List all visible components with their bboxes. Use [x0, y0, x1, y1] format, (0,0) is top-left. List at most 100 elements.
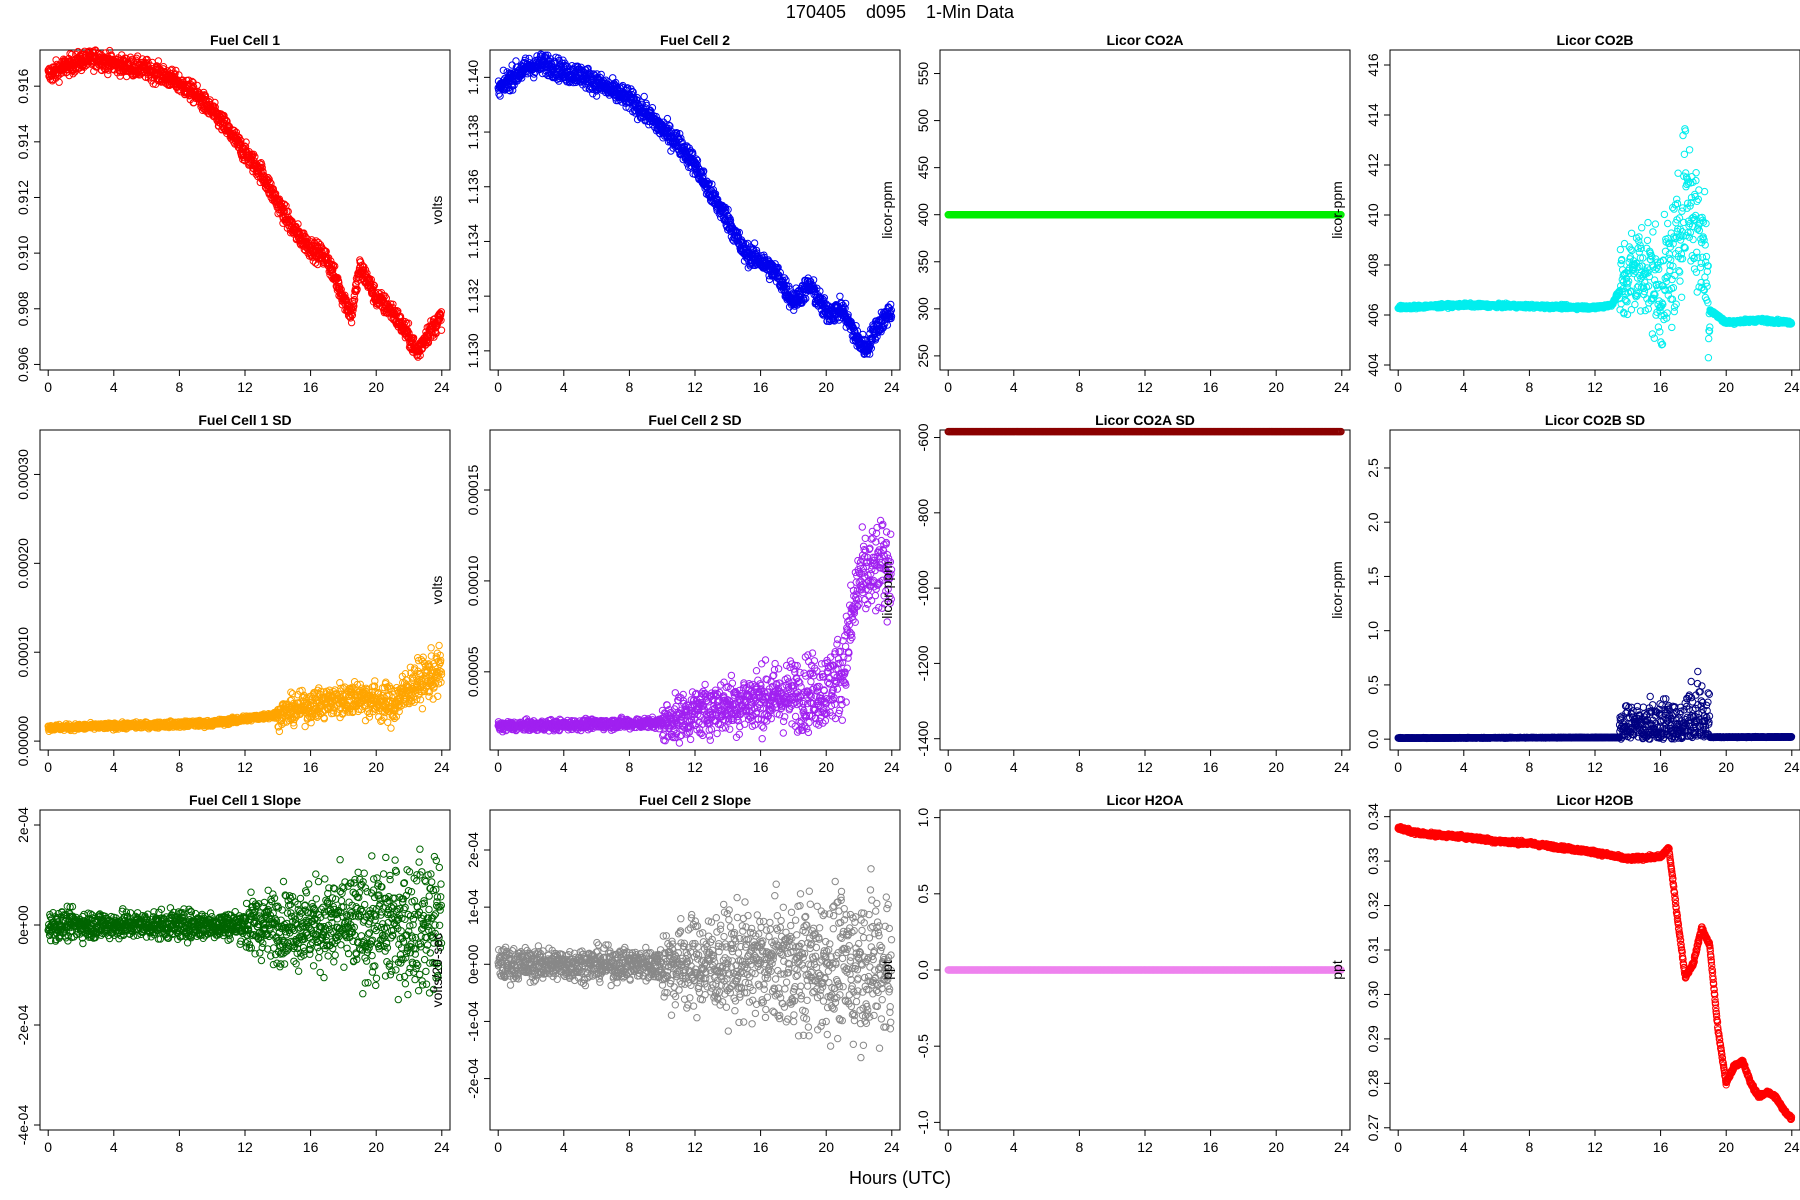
y-tick-label: 408 [1365, 253, 1381, 277]
x-tick-label: 0 [494, 379, 502, 395]
y-tick-label: 0.00030 [15, 449, 31, 500]
y-tick-label: 414 [1365, 103, 1381, 127]
data-point [1676, 277, 1684, 285]
x-tick-label: 0 [44, 759, 52, 775]
x-tick-label: 12 [687, 379, 703, 395]
x-tick-label: 4 [560, 379, 568, 395]
x-tick-label: 16 [753, 379, 769, 395]
data-point [55, 78, 63, 86]
series-fc1sd [44, 641, 446, 736]
y-tick-label: 350 [915, 250, 931, 274]
y-axis-label: licor-ppm [1329, 181, 1345, 239]
y-tick-label: 406 [1365, 303, 1381, 327]
plot-frame [489, 49, 901, 371]
data-point [1649, 228, 1657, 236]
y-tick-label: 0.910 [15, 235, 31, 270]
x-tick-label: 12 [1587, 379, 1603, 395]
data-point [201, 91, 210, 100]
y-tick-label: 0.916 [15, 68, 31, 103]
y-tick-label: 1.136 [465, 169, 481, 204]
series-co2b [1394, 125, 1796, 362]
y-tick-label: 1.140 [465, 60, 481, 95]
x-tick-label: 4 [110, 759, 118, 775]
y-tick-label: 0.906 [15, 347, 31, 382]
x-tick-label: 8 [1526, 379, 1534, 395]
x-tick-label: 20 [818, 379, 834, 395]
plot-frame [39, 49, 451, 371]
y-tick-label: 550 [915, 62, 931, 86]
data-point [153, 62, 161, 70]
data-point [1651, 220, 1660, 228]
x-tick-label: 12 [237, 759, 253, 775]
y-axis-label: licor-ppm [879, 181, 895, 239]
data-point [106, 46, 114, 55]
panel-fc1: Fuel Cell 1volts048121620240.9060.9080.9… [15, 32, 451, 395]
series-fc2 [494, 50, 896, 358]
y-tick-label: 1.130 [465, 333, 481, 368]
x-tick-label: 16 [303, 759, 319, 775]
y-tick-label: 1.134 [465, 224, 481, 259]
panel-title: Fuel Cell 1 SD [198, 412, 291, 428]
data-point [1631, 300, 1639, 309]
data-point [46, 75, 55, 84]
data-point [496, 92, 504, 100]
data-point [1704, 354, 1713, 362]
data-point [499, 66, 508, 75]
y-tick-label: 500 [915, 109, 931, 133]
y-tick-label: 0.914 [15, 124, 31, 159]
x-tick-label: 24 [434, 759, 450, 775]
data-point [221, 115, 229, 123]
x-tick-label: 16 [303, 379, 319, 395]
x-tick-label: 12 [237, 379, 253, 395]
series-co2a [944, 211, 1345, 219]
y-tick-label: 400 [915, 203, 931, 227]
data-point [1635, 248, 1644, 256]
data-point [347, 318, 356, 327]
x-tick-label: 20 [1718, 379, 1734, 395]
data-point [1677, 293, 1686, 301]
data-point [1643, 236, 1652, 245]
y-tick-label: 0.912 [15, 180, 31, 215]
y-tick-label: 412 [1365, 153, 1381, 177]
y-tick-label: 410 [1365, 203, 1381, 227]
x-tick-label: 8 [176, 759, 184, 775]
data-point [437, 326, 446, 334]
data-point [104, 70, 112, 79]
data-point [1697, 259, 1706, 267]
data-point [80, 47, 89, 55]
x-tick-label: 8 [1076, 379, 1084, 395]
series-fc1 [44, 46, 446, 361]
y-tick-label: 404 [1365, 353, 1381, 377]
x-tick-label: 24 [434, 379, 450, 395]
data-point [663, 114, 672, 123]
y-tick-label: 300 [915, 297, 931, 321]
y-tick-label: 250 [915, 344, 931, 368]
data-point [211, 98, 219, 107]
y-axis-label: volts [429, 196, 445, 225]
y-tick-label: 1.132 [465, 278, 481, 313]
x-tick-label: 12 [1137, 379, 1153, 395]
data-point [154, 57, 163, 65]
x-tick-label: 24 [884, 379, 900, 395]
data-point [1660, 210, 1669, 219]
data-point [1616, 245, 1625, 254]
data-point [128, 55, 136, 64]
data-point [836, 292, 844, 300]
data-point [1668, 323, 1676, 332]
y-tick-label: 0.00020 [15, 538, 31, 589]
data-point [159, 62, 168, 71]
data-point [82, 61, 90, 70]
x-tick-label: 20 [368, 759, 384, 775]
data-point [189, 83, 198, 91]
panel-fc1sd: Fuel Cell 1 SDvolts048121620240.000000.0… [15, 412, 451, 775]
panel-title: Licor CO2A [1106, 32, 1183, 48]
y-tick-label: 0.908 [15, 291, 31, 326]
data-point [1664, 219, 1672, 228]
panel-title: Fuel Cell 1 [210, 32, 280, 48]
x-tick-label: 4 [110, 379, 118, 395]
panel-title: Licor CO2B [1556, 32, 1633, 48]
panel-title: Fuel Cell 2 [660, 32, 730, 48]
